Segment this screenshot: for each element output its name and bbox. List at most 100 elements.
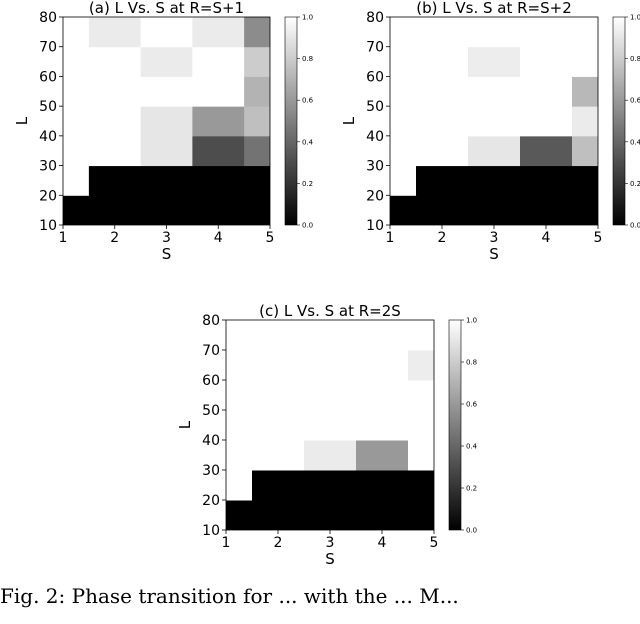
heatmap-cell: [520, 106, 573, 137]
y-tick-label: 20: [366, 188, 384, 204]
y-tick-label: 60: [366, 69, 384, 85]
heatmap-cell: [572, 106, 598, 137]
heatmap-cell: [252, 350, 305, 381]
chart-panel-1: 1 2 3 4 5 10 20 30 40 50 60 70 80 (a) L Vs. S at R=S+…: [13, 0, 314, 263]
heatmap-cell: [408, 470, 434, 501]
heatmap-cell: [390, 46, 417, 77]
heatmap-cell: [356, 320, 409, 351]
y-tick-label: 50: [202, 403, 220, 419]
x-tick-label: 4: [378, 535, 387, 551]
heatmap-cell: [140, 76, 193, 107]
heatmap-cell: [192, 106, 245, 137]
heatmap-cell: [252, 320, 305, 351]
x-axis-label: S: [489, 245, 499, 263]
heatmap-cell: [63, 46, 90, 77]
heatmap-cell: [408, 440, 434, 471]
heatmap-cell: [572, 195, 598, 225]
heatmap-cell: [192, 76, 245, 107]
heatmap-cell: [140, 195, 193, 225]
heatmap-cell: [252, 410, 305, 441]
heatmap-cell: [244, 17, 270, 18]
colorbar-tick-label: 0.8: [630, 55, 640, 63]
y-tick-label: 40: [39, 129, 57, 145]
heatmap-cell: [390, 17, 417, 48]
heatmap-cell: [390, 165, 417, 196]
y-tick-label: 30: [39, 159, 57, 175]
x-tick-label: 1: [386, 230, 395, 246]
heatmap-cell: [408, 380, 434, 411]
heatmap-cell: [192, 195, 245, 225]
heatmap-cell: [572, 17, 598, 48]
heatmap-cell: [520, 76, 573, 107]
chart-panel-2: 1 2 3 4 5 10 20 30 40 50 60 70 80 (b) L Vs. S at R=S+…: [340, 0, 640, 263]
heatmap-cell: [572, 46, 598, 77]
heatmap-cell: [88, 106, 142, 137]
x-tick-label: 3: [162, 230, 171, 246]
colorbar-tick-label: 0.2: [302, 180, 313, 188]
heatmap-cell: [140, 46, 193, 77]
heatmap-cell: [226, 350, 253, 381]
figure-caption: Fig. 2: Phase transition for ... with th…: [0, 584, 459, 608]
heatmap-cell: [192, 17, 245, 48]
heatmap-cell: [304, 440, 357, 471]
x-tick-label: 5: [266, 230, 275, 246]
heatmap-cell: [226, 410, 253, 441]
x-tick-label: 5: [430, 535, 439, 551]
heatmap-cell: [356, 470, 409, 501]
colorbar-tick-label: 0.4: [302, 138, 314, 146]
y-tick-label: 10: [366, 218, 384, 234]
heatmap-cell: [88, 195, 142, 225]
x-axis-label: S: [162, 245, 172, 263]
heatmap-cell: [252, 440, 305, 471]
heatmap-cell: [63, 17, 90, 48]
heatmap-cell: [468, 46, 521, 77]
y-tick-label: 80: [39, 10, 57, 26]
heatmap-cell: [416, 135, 469, 167]
heatmap-cell: [63, 76, 90, 107]
heatmap-cell: [468, 106, 521, 137]
colorbar-tick-label: 0.4: [630, 138, 640, 146]
heatmap-cell: [252, 500, 305, 530]
heatmap-cell: [356, 410, 409, 441]
heatmap-cell: [244, 46, 270, 77]
x-tick-label: 3: [326, 535, 335, 551]
x-tick-label: 1: [222, 535, 231, 551]
heatmap-cell: [252, 380, 305, 411]
heatmap-cell: [88, 135, 142, 167]
x-tick-label: 2: [438, 230, 447, 246]
y-tick-label: 80: [366, 10, 384, 26]
heatmap-cell: [304, 500, 357, 530]
x-tick-label: 5: [594, 230, 603, 246]
chart-title: (a) L Vs. S at R=S+1: [89, 0, 244, 17]
heatmap-cell: [390, 135, 417, 167]
heatmap-cell: [390, 106, 417, 137]
heatmap-cell: [416, 165, 469, 196]
heatmap-cell: [468, 76, 521, 107]
colorbar-tick-label: 0.8: [466, 359, 477, 367]
heatmap-cell: [252, 470, 305, 501]
y-tick-label: 70: [366, 40, 384, 56]
colorbar-tick-label: 0.2: [466, 485, 477, 493]
heatmap-cell: [226, 500, 253, 530]
heatmap-cell: [390, 195, 417, 225]
heatmap-cell: [304, 350, 357, 381]
heatmap-cell: [520, 46, 573, 77]
y-axis-label: L: [13, 116, 31, 125]
colorbar-tick-label: 0.0: [630, 222, 640, 230]
heatmap-cell: [88, 46, 142, 77]
heatmap-cell: [520, 195, 573, 225]
heatmap-cell: [520, 135, 573, 167]
chart-panel-3: 1 2 3 4 5 10 20 30 40 50 60 70 80 (c) L Vs. S at R=2S…: [176, 302, 478, 568]
colorbar-tick-label: 0.0: [466, 527, 477, 535]
y-tick-label: 20: [39, 188, 57, 204]
heatmap-cell: [304, 410, 357, 441]
heatmap-cell: [416, 46, 469, 77]
y-tick-label: 70: [202, 343, 220, 359]
heatmap-cell: [244, 165, 270, 196]
heatmap-cell: [304, 380, 357, 411]
heatmap-cell: [226, 470, 253, 501]
chart-title: (c) L Vs. S at R=2S: [259, 302, 401, 320]
heatmap-cell: [88, 165, 142, 196]
colorbar-tick-label: 1.0: [630, 14, 640, 22]
heatmap-cell: [226, 380, 253, 411]
